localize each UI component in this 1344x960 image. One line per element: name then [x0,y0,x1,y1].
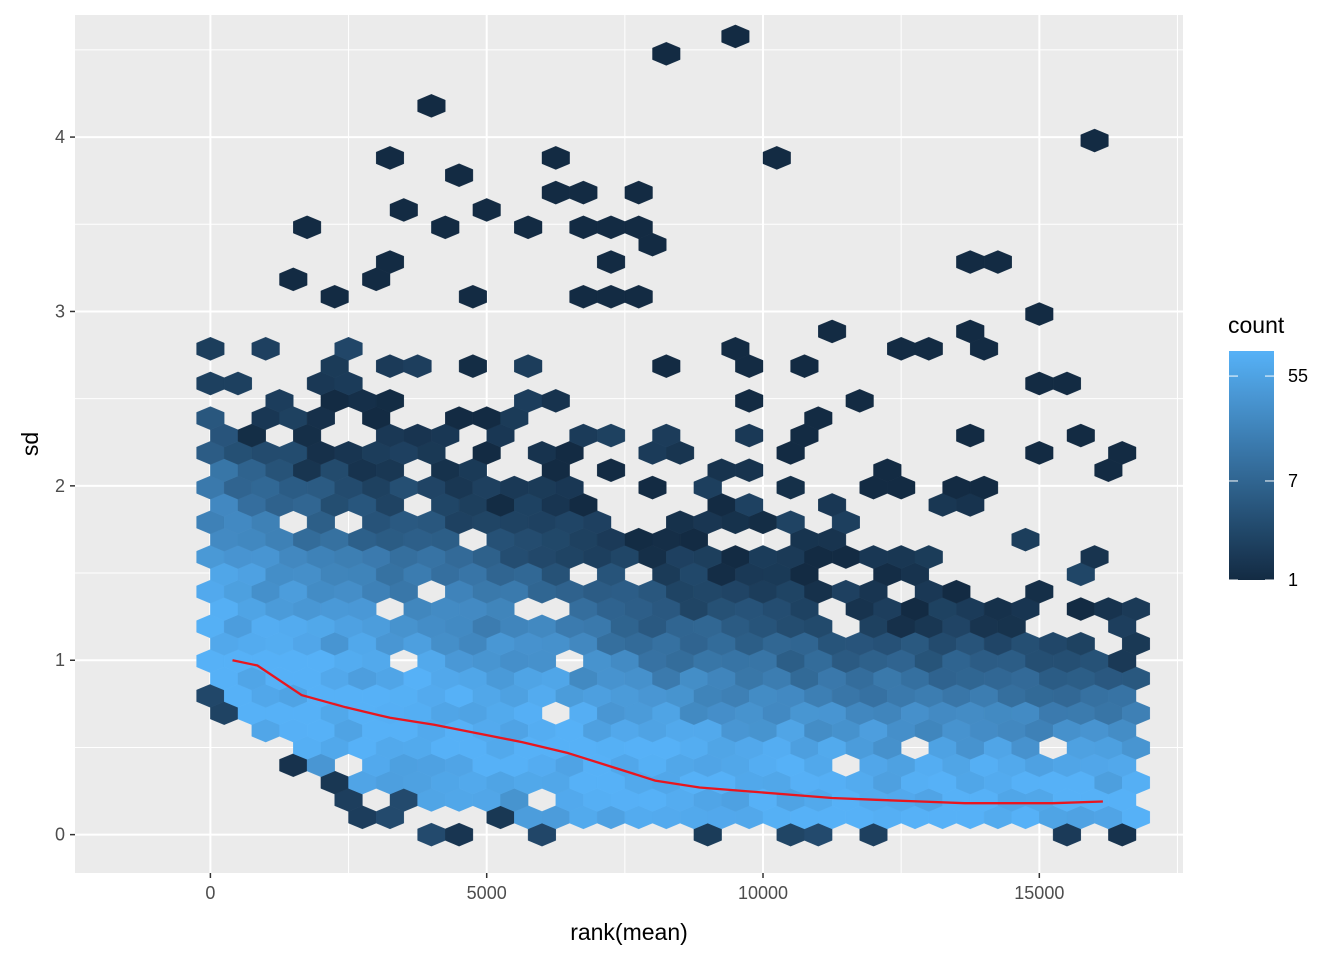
hex-bin [776,441,805,465]
x-tick-label: 5000 [467,883,507,903]
y-tick-label: 2 [55,476,65,496]
hex-bin [569,180,598,205]
hex-bin [983,250,1012,274]
hex-bin [735,493,764,517]
hex-bin [887,475,916,500]
hex-bin [445,163,474,188]
hex-bin [514,215,543,240]
hex-bin [1121,597,1151,621]
hex-bin [652,41,681,66]
hex-bin [445,822,474,847]
hex-bin [196,406,225,431]
hex-bin [376,146,404,170]
hex-bin [942,579,971,604]
legend-label: 7 [1288,471,1298,491]
hex-bin [735,354,764,378]
hex-bin [776,510,805,535]
hex-bin [914,336,943,361]
hex-bin [624,180,653,205]
hex-bin [265,389,294,413]
trend-line [232,659,1103,805]
legend-title: count [1228,312,1285,338]
hex-bin [735,389,764,413]
x-tick-label: 10000 [738,883,788,903]
x-tick-label: 15000 [1014,883,1064,903]
hex-bin [403,354,432,378]
hex-bin [541,146,570,170]
y-tick-label: 3 [55,301,65,321]
x-axis-title: rank(mean) [570,919,688,945]
hex-bin [735,423,764,448]
hex-bin [1066,631,1095,656]
hex-bin [196,336,225,361]
hex-bin [624,284,653,309]
hex-bin [638,475,667,500]
hex-bin [970,336,999,361]
hex-bin [293,215,322,240]
y-tick-label: 1 [55,650,65,670]
hex-bin [514,354,543,378]
hex-bin [431,215,460,240]
hex-bin [942,475,971,500]
hex-bin [1080,545,1109,569]
hex-bin [223,371,253,396]
x-axis-ticks: 0 5000 10000 15000 [205,873,1064,903]
hex-bin [597,423,626,448]
hex-bin [458,354,487,378]
hex-bin [279,267,308,292]
hex-bin [1108,441,1137,465]
hex-bin [334,336,363,361]
hex-bin [818,493,847,517]
hex-bin [1052,371,1082,396]
hex-bin [956,423,985,448]
hexbin-layer [196,24,1151,847]
legend-label: 55 [1288,366,1308,386]
hex-bin [1011,527,1040,552]
y-tick-label: 0 [55,825,65,845]
hex-bin [320,284,349,309]
hex-bin [417,94,446,118]
hex-bin [790,354,819,378]
hex-bin [721,24,750,49]
hex-bin [762,146,791,170]
hex-bin [458,284,487,309]
hex-bin [735,458,764,483]
hex-bin [1025,441,1054,465]
hex-bin [776,475,805,500]
hex-bin [472,198,501,222]
legend-colorbar [1229,351,1274,580]
legend-label: 1 [1288,570,1298,590]
hex-bin [638,232,667,257]
hex-bin [652,354,681,378]
hex-bin [845,389,874,413]
y-tick-label: 4 [55,127,65,147]
hex-bin [597,458,626,483]
hex-bin [1025,302,1054,326]
hex-bin [389,198,418,222]
hex-bin [914,545,943,569]
hex-bin [569,215,598,240]
hex-bin [1025,579,1054,604]
hex-bin [1066,423,1095,448]
y-axis-title: sd [17,432,43,456]
hex-bin [251,336,280,361]
y-axis-ticks: 0 1 2 3 4 [55,127,75,845]
x-tick-label: 0 [205,883,215,903]
hex-bin [376,250,404,274]
hex-bin [597,250,626,274]
hex-bin [1080,128,1109,153]
hex-bin [376,389,404,413]
hex-bin [818,319,847,344]
hex-bin [541,389,570,413]
minor-grid [75,15,1183,873]
hex-bin [652,423,681,448]
